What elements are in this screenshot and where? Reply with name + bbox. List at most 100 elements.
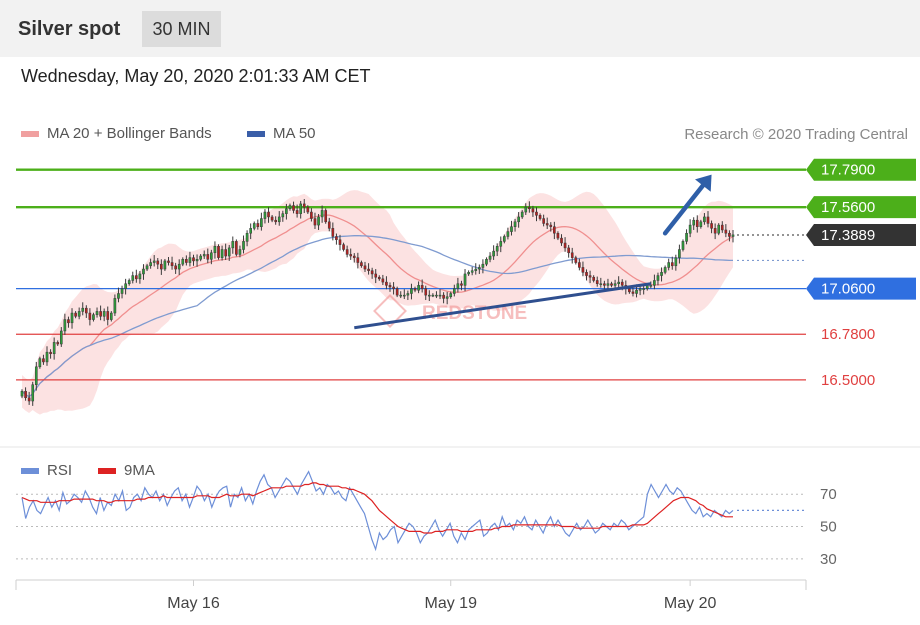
candle-body [470, 270, 474, 273]
candle-body [163, 260, 167, 270]
candle [231, 236, 235, 254]
candle-body [474, 268, 478, 271]
candle [656, 272, 660, 286]
candle [678, 244, 681, 264]
candle [424, 285, 428, 301]
candle-body [302, 203, 306, 208]
candle-body [324, 210, 328, 223]
candle-body [277, 216, 281, 223]
watermark-text: REDSTONE [422, 303, 527, 324]
candle-body [274, 219, 277, 223]
candle [188, 251, 192, 267]
level-label-support: 16.5000 [821, 372, 875, 389]
candle [99, 305, 102, 321]
candle [688, 219, 692, 238]
candle-body [224, 249, 227, 257]
candle [595, 276, 599, 287]
candle [549, 222, 553, 232]
candle [288, 203, 292, 211]
candle [388, 282, 392, 292]
candle-body [417, 285, 420, 291]
candle-body [220, 249, 224, 258]
candle [227, 244, 231, 261]
candle-body [438, 294, 442, 297]
candle-body [110, 312, 113, 320]
candle-body [427, 294, 431, 297]
candle-body [227, 247, 231, 257]
candle-body [585, 272, 588, 276]
level-label-resistance: 17.7900 [821, 162, 875, 179]
candle-body [306, 206, 310, 213]
timeframe-badge[interactable]: 30 MIN [142, 11, 221, 47]
candle [445, 291, 449, 305]
candle [84, 305, 88, 318]
candle-body [456, 283, 460, 289]
x-tick-label: May 20 [664, 595, 717, 612]
candle-body [413, 288, 417, 291]
candle-body [681, 241, 685, 250]
candle-body [242, 241, 245, 250]
candle [345, 245, 349, 258]
candle-body [538, 215, 542, 219]
candle-body [120, 288, 124, 294]
candle-body [331, 228, 335, 237]
candle-body [628, 288, 631, 293]
candle [706, 211, 710, 228]
candle [420, 279, 424, 293]
legend-ma20-swatch [21, 130, 39, 137]
candle-body [620, 281, 624, 286]
instrument-title: Silver spot [18, 18, 121, 40]
candle [88, 308, 92, 326]
timestamp: Wednesday, May 20, 2020 2:01:33 AM CET [21, 66, 371, 86]
candle [317, 214, 320, 230]
candle-body [724, 229, 728, 234]
candle-body [252, 223, 256, 229]
candle-body [367, 268, 370, 271]
candle [578, 258, 581, 271]
candle-body [503, 236, 506, 242]
candle [524, 203, 528, 215]
candle-body [235, 241, 238, 255]
candle [453, 284, 456, 297]
candle [20, 389, 24, 399]
candle-body [595, 280, 599, 284]
candle-body [320, 210, 324, 218]
candle [685, 229, 688, 245]
candle [202, 250, 206, 259]
candle-body [581, 267, 585, 273]
legend-9ma: 9MA [98, 462, 155, 479]
ma20-line [21, 214, 734, 398]
candle-body [210, 252, 213, 260]
candle-body [170, 262, 174, 267]
candle [220, 245, 224, 261]
candle-body [392, 286, 395, 289]
candle-body [567, 247, 570, 254]
candle [163, 258, 167, 272]
candle [631, 287, 635, 297]
candle [77, 307, 81, 320]
candle [149, 258, 152, 269]
candle [495, 243, 499, 257]
candle [660, 267, 663, 282]
candle [120, 285, 124, 299]
candle [342, 242, 345, 252]
candles [20, 199, 735, 406]
candle [235, 239, 238, 257]
candle [320, 205, 324, 223]
candle-body [117, 293, 120, 299]
candle [356, 252, 360, 269]
candle-body [81, 307, 85, 312]
candle-body [160, 263, 163, 270]
candle [156, 257, 160, 270]
candle [335, 233, 338, 245]
candle [603, 280, 606, 291]
candle-body [495, 246, 499, 252]
candle [670, 256, 674, 270]
candle-body [92, 314, 95, 320]
candle [592, 275, 595, 283]
candle-body [528, 206, 531, 210]
candle-body [381, 278, 385, 283]
candle [581, 261, 585, 277]
candle-body [706, 216, 710, 224]
candle-body [167, 260, 170, 263]
